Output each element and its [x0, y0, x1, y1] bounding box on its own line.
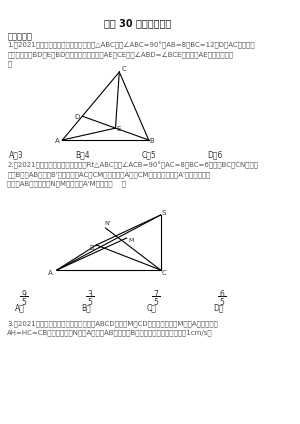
Text: 5: 5	[88, 298, 92, 307]
Text: N': N'	[105, 221, 111, 226]
Text: AH=HC=CB始终成立，点N从点A出发沿AB运动到点B停止，它们的运动速度都是1cm/s，: AH=HC=CB始终成立，点N从点A出发沿AB运动到点B停止，它们的运动速度都是…	[7, 329, 213, 336]
Text: D．6: D．6	[207, 150, 223, 159]
Text: A: A	[55, 138, 60, 144]
Text: ）: ）	[7, 60, 12, 67]
Text: 7: 7	[154, 290, 158, 299]
Text: 5: 5	[154, 298, 158, 307]
Text: 1.（2021广西百色市中考真题）如图，在△ABC中，∠ABC=90°，AB=8，BC=12，D为AC边上的一: 1.（2021广西百色市中考真题）如图，在△ABC中，∠ABC=90°，AB=8…	[7, 42, 255, 49]
Text: B．: B．	[81, 303, 91, 312]
Text: B．4: B．4	[75, 150, 90, 159]
Text: C．: C．	[147, 303, 157, 312]
Text: 使点B落在AB上的点B'处，再将边AC与CM旋转，使点A落在CM的延长线上的点A'处，两条新线: 使点B落在AB上的点B'处，再将边AC与CM旋转，使点A落在CM的延长线上的点A…	[7, 171, 211, 178]
Text: B: B	[150, 138, 154, 144]
Text: 与旧线AB分别交于点N，M，则线段A'M的长为（    ）: 与旧线AB分别交于点N，M，则线段A'M的长为（ ）	[7, 180, 126, 187]
Text: 6: 6	[220, 290, 224, 299]
Text: A．3: A．3	[9, 150, 24, 159]
Text: 2.（2021内蒙古中考真题）如图，在Rt△ABC中，∠ACB=90°，AC=8，BC=6，将边BC沿CN旋转，: 2.（2021内蒙古中考真题）如图，在Rt△ABC中，∠ACB=90°，AC=8…	[7, 162, 258, 169]
Text: 5: 5	[220, 298, 224, 307]
Text: B': B'	[89, 245, 96, 251]
Text: C．5: C．5	[141, 150, 156, 159]
Text: 个动点，连接BD，E为BD上的一个动点，连接AE，CE，为∠ABD=∠BCE时，则线AE的最小值是（: 个动点，连接BD，E为BD上的一个动点，连接AE，CE，为∠ABD=∠BCE时，…	[7, 51, 233, 58]
Text: 专题 30 动点综合问题: 专题 30 动点综合问题	[104, 18, 171, 28]
Text: C: C	[161, 270, 166, 276]
Text: C: C	[121, 66, 126, 72]
Text: 5: 5	[21, 298, 26, 307]
Text: E: E	[116, 126, 121, 132]
Text: 3.（2021南昌市中考真题）如图，在矩形ABCD中，点M为CD边上的一点，点M从点A出发沿折线: 3.（2021南昌市中考真题）如图，在矩形ABCD中，点M为CD边上的一点，点M…	[7, 320, 218, 326]
Text: 一、单选题: 一、单选题	[7, 32, 32, 41]
Text: 9: 9	[21, 290, 26, 299]
Text: A: A	[48, 270, 52, 276]
Text: M: M	[128, 238, 134, 243]
Text: D: D	[74, 114, 79, 120]
Text: D．: D．	[213, 303, 224, 312]
Text: S: S	[161, 210, 166, 216]
Text: A．: A．	[15, 303, 25, 312]
Text: 3: 3	[88, 290, 92, 299]
